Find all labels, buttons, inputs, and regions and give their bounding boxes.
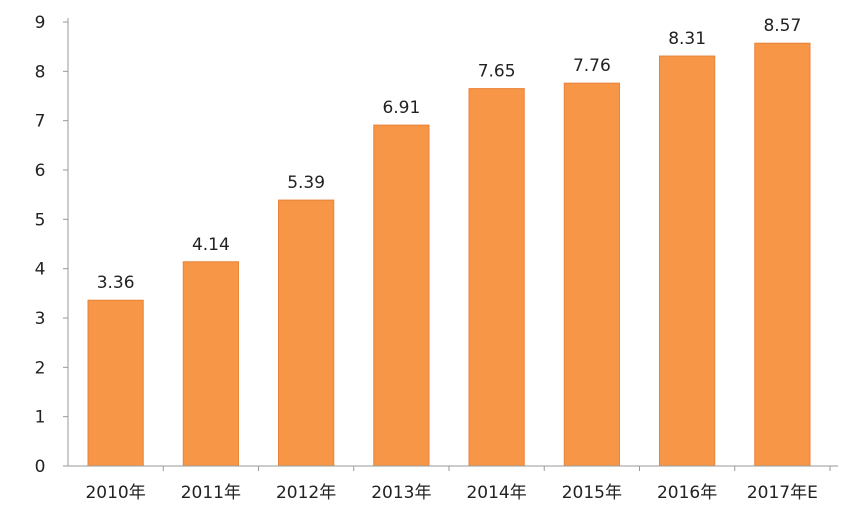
x-tick-label: 2015年 (562, 483, 622, 503)
y-tick-label: 1 (35, 408, 46, 428)
x-tick-label: 2012年 (276, 483, 336, 503)
data-label: 6.91 (382, 98, 420, 118)
y-tick-label: 7 (35, 112, 46, 132)
bar (373, 124, 430, 467)
y-tick-label: 6 (35, 161, 46, 181)
x-tick-label: 2013年 (371, 483, 431, 503)
data-label: 8.57 (763, 16, 801, 36)
y-tick-label: 5 (35, 210, 46, 230)
bar (182, 261, 239, 467)
bar (659, 55, 716, 467)
bar (754, 42, 811, 467)
data-label: 3.36 (97, 273, 135, 293)
bar (87, 299, 144, 467)
bars (87, 42, 811, 467)
x-axis: 2010年 2011年 2012年 2013年 2014年 2015年 2016年 2017年… (68, 465, 838, 503)
x-tick-label: 2014年 (466, 483, 526, 503)
bar (563, 82, 620, 467)
bar (468, 88, 525, 467)
y-tick-label: 0 (35, 457, 46, 477)
data-label: 4.14 (192, 235, 230, 255)
data-label: 8.31 (668, 29, 706, 49)
x-tick-label: 2017年E (747, 483, 818, 503)
x-tick-label: 2016年 (657, 483, 717, 503)
y-tick-label: 8 (35, 62, 46, 82)
y-tick-label: 9 (35, 13, 46, 33)
x-tick-label: 2010年 (85, 483, 145, 503)
x-tick-label: 2011年 (181, 483, 241, 503)
y-axis: 0 1 2 3 4 5 6 7 8 9 (35, 13, 69, 477)
y-tick-label: 2 (35, 358, 46, 378)
data-labels: 3.36 4.14 5.39 6.91 7.65 7.76 8.31 8.57 (97, 16, 802, 293)
y-tick-label: 4 (35, 260, 46, 280)
bar (278, 199, 335, 467)
y-tick-label: 3 (35, 309, 46, 329)
data-label: 5.39 (287, 173, 325, 193)
data-label: 7.76 (573, 56, 611, 76)
data-label: 7.65 (478, 62, 516, 82)
